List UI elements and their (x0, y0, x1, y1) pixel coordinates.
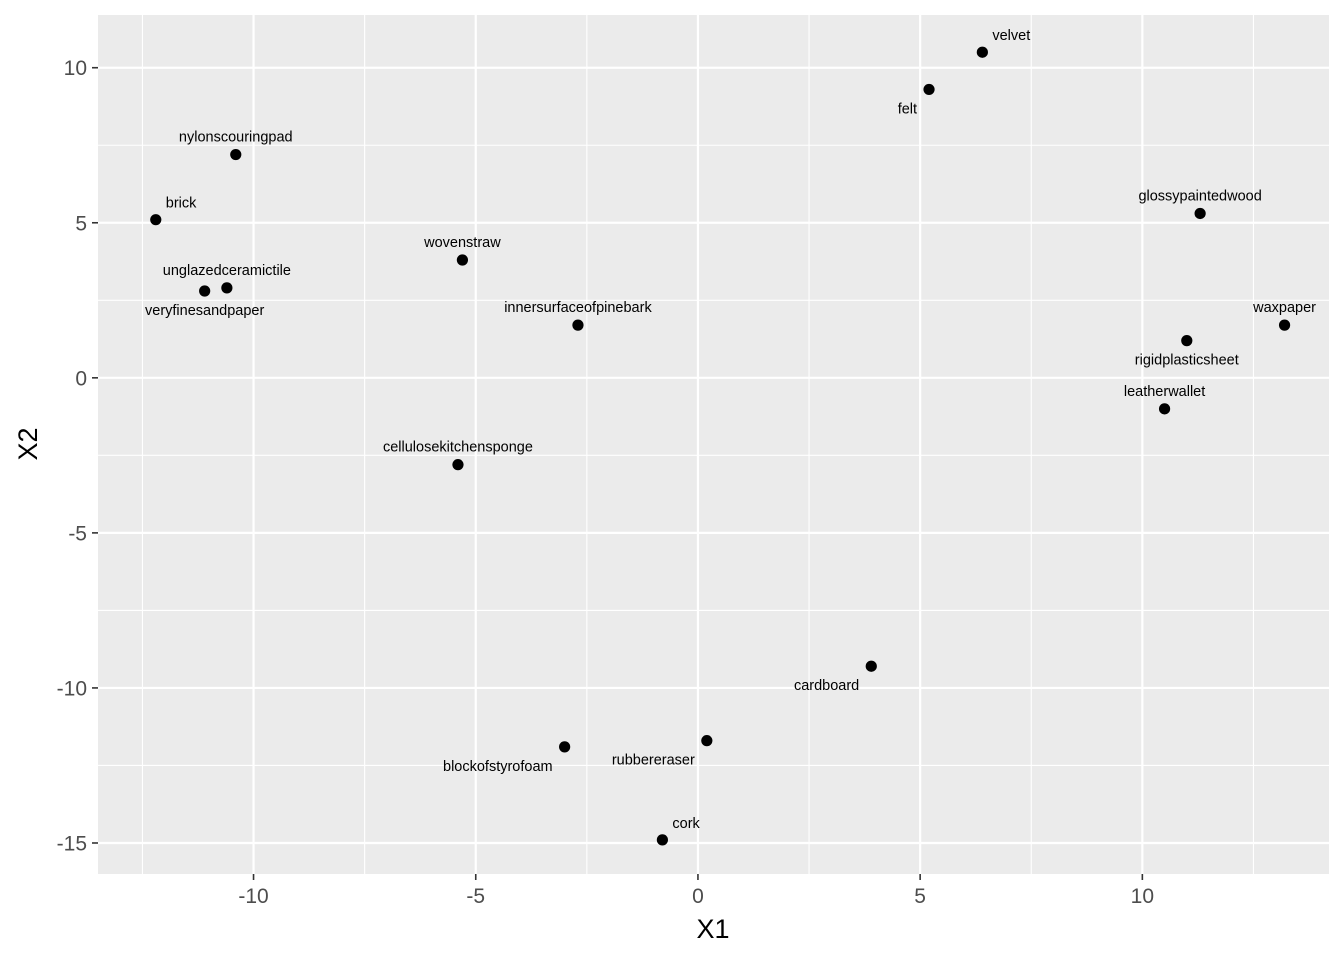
y-axis-title: X2 (13, 427, 43, 460)
y-tick-label: 10 (64, 57, 87, 80)
point-label: rubbereraser (612, 753, 695, 769)
grid-major (98, 15, 1329, 874)
point-label: velvet (992, 28, 1030, 44)
data-point (572, 319, 584, 331)
point-label: leatherwallet (1124, 384, 1205, 400)
data-point (1181, 335, 1193, 347)
y-tick-label: -15 (57, 832, 87, 855)
point-label: felt (898, 101, 917, 117)
point-label: nylonscouringpad (179, 130, 293, 146)
y-axis-ticks: -15 -10 -5 0 5 10 (57, 57, 98, 855)
data-point (1158, 403, 1171, 415)
point-label: cork (672, 816, 700, 832)
data-point (976, 46, 988, 58)
y-tick-label: 5 (75, 212, 87, 235)
x-tick-label: -10 (238, 885, 268, 908)
point-label: veryfinesandpaper (145, 303, 264, 319)
data-point (656, 834, 668, 846)
x-axis-title: X1 (696, 914, 729, 944)
data-point (230, 148, 242, 161)
point-label: blockofstyrofoam (443, 759, 553, 775)
x-tick-label: 10 (1131, 885, 1154, 908)
x-tick-label: 5 (914, 885, 926, 908)
point-label: waxpaper (1252, 300, 1316, 316)
point-label: wovenstraw (423, 235, 501, 251)
point-labels: velvet felt nylonscouringpad brick glossypai… (145, 28, 1316, 832)
x-tick-label: 0 (692, 885, 704, 908)
data-point (221, 282, 233, 294)
point-label: rigidplasticsheet (1135, 353, 1239, 369)
data-point (456, 254, 469, 266)
point-label: glossypaintedwood (1138, 188, 1261, 204)
y-tick-label: 0 (75, 367, 87, 390)
point-label: cardboard (794, 678, 859, 694)
point-label: unglazedceramictile (163, 263, 291, 279)
y-tick-label: -5 (68, 522, 87, 545)
y-tick-label: -10 (57, 677, 87, 700)
data-point (701, 735, 713, 747)
data-points (150, 46, 1291, 846)
point-label: cellulosekitchensponge (383, 440, 533, 456)
data-point (1278, 319, 1291, 331)
data-point (865, 660, 877, 672)
grid-minor (98, 15, 1329, 874)
data-point (1194, 207, 1206, 220)
data-point (150, 214, 162, 226)
data-point (199, 285, 211, 297)
x-tick-label: -5 (466, 885, 485, 908)
data-point (559, 741, 571, 753)
point-label: innersurfaceofpinebark (504, 300, 652, 316)
data-point (923, 83, 935, 96)
plot-panel (98, 15, 1329, 874)
x-axis-ticks: -10 -5 0 5 10 (238, 874, 1154, 908)
point-label: brick (166, 196, 197, 212)
data-point (452, 459, 464, 471)
